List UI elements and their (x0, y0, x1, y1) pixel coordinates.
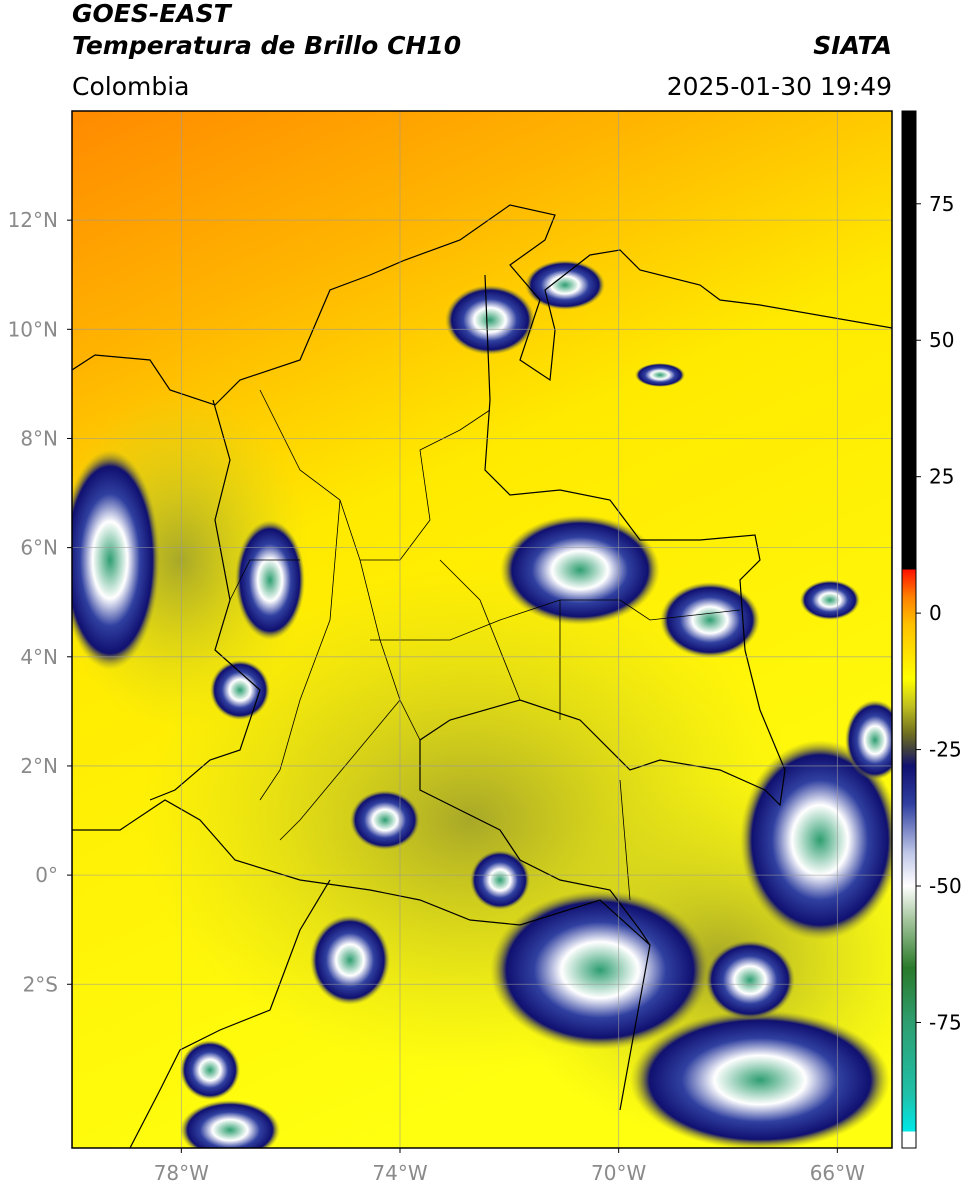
datetime: 2025-01-30 19:49 (667, 72, 892, 101)
y-tick-label: 10°N (8, 317, 58, 341)
x-tick-label: 70°W (591, 1161, 646, 1185)
title: GOES-EAST (72, 0, 233, 28)
y-tick-label: 8°N (20, 426, 58, 450)
map-image (72, 111, 892, 1148)
colorbar-tick-label: 0 (929, 601, 942, 625)
subtitle: Temperatura de Brillo CH10 (72, 31, 461, 60)
colorbar (901, 110, 917, 1149)
y-tick-label: 2°S (23, 972, 58, 996)
y-tick-label: 2°N (20, 754, 58, 778)
region: Colombia (72, 72, 189, 101)
y-tick-label: 12°N (8, 208, 58, 232)
colorbar-tick-label: 75 (929, 192, 954, 216)
colorbar-tick-label: -25 (929, 738, 962, 762)
colorbar-tick-label: 25 (929, 465, 954, 489)
colorbar-tick-label: -75 (929, 1010, 962, 1034)
y-tick-label: 6°N (20, 536, 58, 560)
source: SIATA (813, 31, 892, 60)
x-tick-label: 74°W (372, 1161, 427, 1185)
x-tick-label: 78°W (154, 1161, 209, 1185)
y-tick-label: 0° (35, 863, 58, 887)
colorbar-tick-label: -50 (929, 874, 962, 898)
y-tick-label: 4°N (20, 645, 58, 669)
map-frame (71, 110, 893, 1149)
x-tick-label: 66°W (810, 1161, 865, 1185)
colorbar-tick-label: 50 (929, 328, 954, 352)
